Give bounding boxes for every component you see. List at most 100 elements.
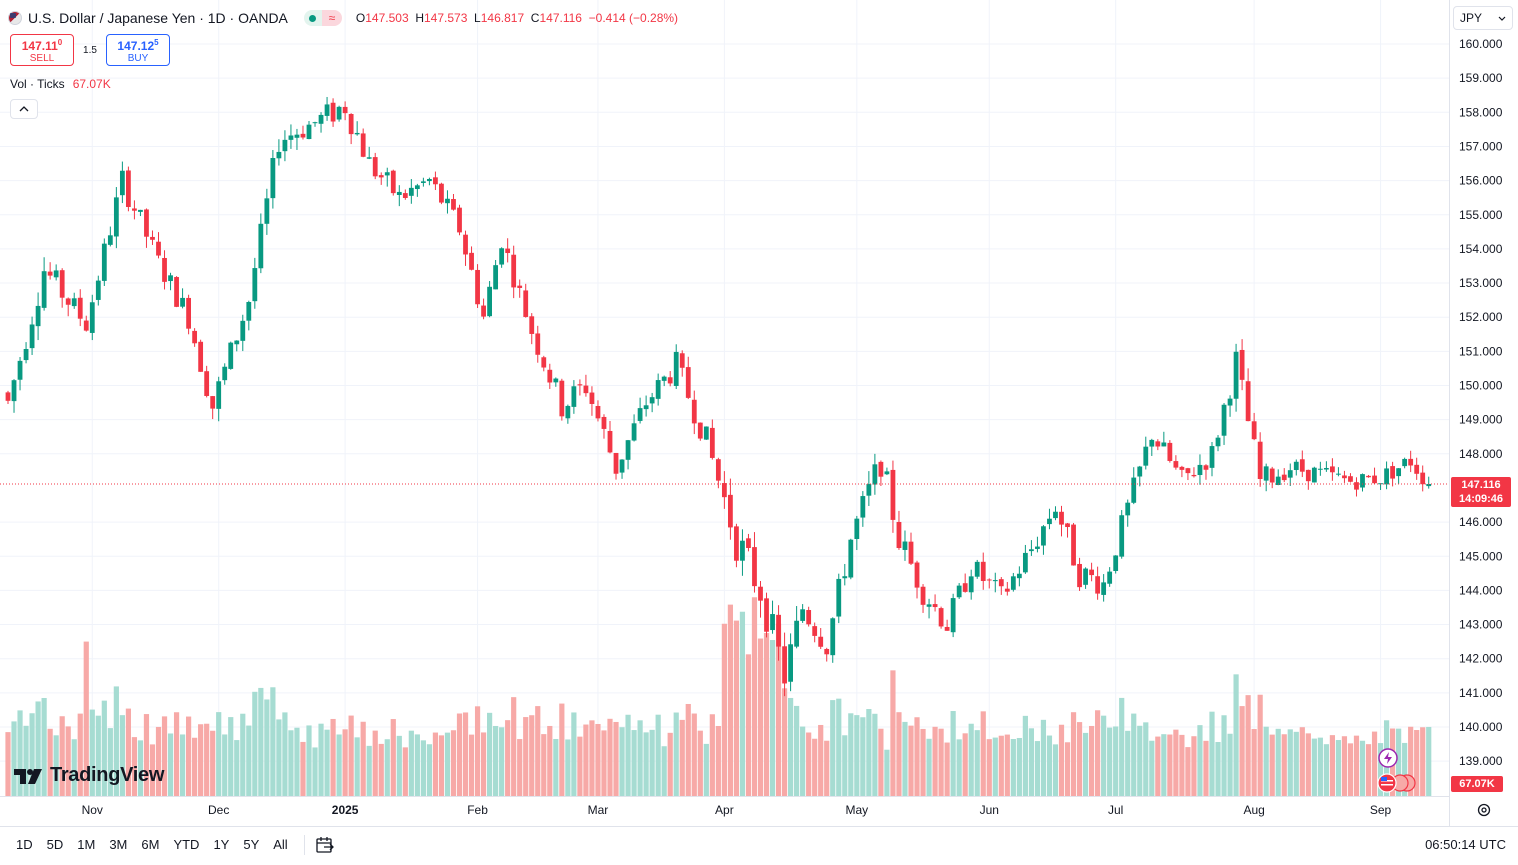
candle-body — [1408, 458, 1414, 466]
candle — [1402, 457, 1408, 469]
candle — [613, 452, 619, 480]
candle — [655, 373, 661, 406]
candle-body — [216, 381, 222, 409]
volume-bar — [860, 717, 866, 796]
volume-legend[interactable]: Vol · Ticks 67.07K — [10, 77, 111, 91]
candle — [1004, 581, 1010, 596]
clock-utc[interactable]: 06:50:14 UTC — [1425, 837, 1506, 852]
candle-body — [631, 423, 637, 441]
volume-bar — [980, 711, 986, 796]
volume-bar — [456, 713, 463, 796]
candle — [156, 232, 161, 259]
candle-body — [691, 399, 697, 424]
candle-body — [1348, 476, 1353, 482]
candle — [216, 376, 222, 422]
range-1d-button[interactable]: 1D — [16, 837, 33, 852]
candle — [1125, 499, 1131, 527]
candle — [1372, 467, 1377, 485]
price-axis[interactable]: 160.000 159.000 158.000 157.000 156.000 155.0… — [1459, 37, 1503, 768]
candle — [1053, 506, 1058, 521]
symbol-title[interactable]: U.S. Dollar / Japanese Yen · 1D · OANDA — [28, 10, 288, 26]
volume-bar — [276, 719, 282, 796]
candle-body — [1016, 573, 1022, 579]
close-value: 147.116 — [539, 11, 582, 25]
candle-body — [222, 366, 228, 381]
candle — [872, 453, 878, 495]
economic-events-icon[interactable] — [1376, 772, 1418, 799]
volume-bar — [240, 713, 246, 796]
candle-body — [144, 209, 149, 237]
range-1y-button[interactable]: 1Y — [213, 837, 230, 852]
candle — [336, 105, 342, 122]
volume-bar — [1305, 733, 1311, 796]
candle — [53, 264, 59, 281]
candle-body — [553, 378, 559, 383]
currency-select[interactable]: JPY — [1453, 6, 1513, 30]
volume-bar — [944, 742, 950, 796]
candle-body — [493, 265, 499, 290]
volume-bar — [926, 738, 932, 796]
tradingview-logo[interactable]: TradingView — [14, 764, 164, 787]
candle — [390, 169, 396, 196]
candle — [643, 395, 649, 417]
candle — [1191, 467, 1197, 478]
collapse-legend-button[interactable] — [10, 99, 38, 119]
volume-bar — [23, 725, 29, 796]
range-all-button[interactable]: All — [273, 837, 288, 852]
candle — [119, 161, 125, 204]
candle-body — [23, 348, 29, 361]
volume-bar — [577, 736, 583, 796]
market-status[interactable]: ≈ — [303, 10, 342, 26]
volume-bar — [1221, 715, 1227, 796]
candle — [113, 187, 119, 249]
buy-button[interactable]: 147.125 BUY — [106, 34, 170, 66]
gear-icon[interactable] — [1476, 802, 1492, 823]
volume-bar — [167, 733, 174, 796]
candle-body — [800, 609, 806, 621]
candle — [505, 238, 511, 263]
candle-body — [240, 320, 246, 341]
candle-body — [980, 561, 986, 582]
range-6m-button[interactable]: 6M — [141, 837, 160, 852]
volume-bar — [101, 700, 107, 796]
volume-bar — [529, 715, 535, 796]
candle-body — [848, 539, 854, 578]
range-1m-button[interactable]: 1M — [77, 837, 96, 852]
candle-body — [192, 330, 198, 344]
range-5d-button[interactable]: 5D — [46, 837, 64, 852]
candle-body — [1396, 468, 1402, 477]
volume-bar — [757, 638, 764, 796]
candle — [1155, 439, 1161, 451]
lightning-icon[interactable] — [1378, 748, 1398, 773]
range-5y-button[interactable]: 5Y — [243, 837, 260, 852]
candle — [848, 538, 854, 580]
volume-bar — [179, 734, 186, 796]
calendar-goto-icon[interactable] — [315, 836, 335, 854]
time-tick-label: 2025 — [332, 803, 359, 817]
candle-body — [932, 604, 938, 608]
time-axis[interactable]: Nov Dec 2025 Feb Mar Apr May Jun Jul Aug Sep — [82, 803, 1392, 817]
candle-body — [11, 380, 17, 402]
sell-button[interactable]: 147.110 SELL — [10, 34, 74, 66]
price-tick-label: 142.000 — [1459, 652, 1503, 666]
candle — [1029, 540, 1034, 556]
candle — [571, 380, 577, 414]
volume-bar — [432, 732, 439, 796]
candle-body — [252, 268, 258, 302]
volume-bar — [541, 734, 547, 796]
candle-body — [150, 236, 155, 240]
candle — [95, 275, 101, 306]
candle — [439, 182, 444, 205]
volume-bar — [1107, 727, 1113, 796]
candle — [306, 120, 312, 140]
range-ytd-button[interactable]: YTD — [173, 837, 200, 852]
candle-body — [830, 618, 836, 656]
candle — [1041, 525, 1046, 555]
volume-bar — [781, 688, 788, 796]
range-3m-button[interactable]: 3M — [109, 837, 128, 852]
volume-bar — [372, 730, 378, 796]
candle-body — [746, 538, 751, 548]
volume-bar — [1010, 739, 1016, 796]
volume-bar — [1371, 731, 1378, 796]
